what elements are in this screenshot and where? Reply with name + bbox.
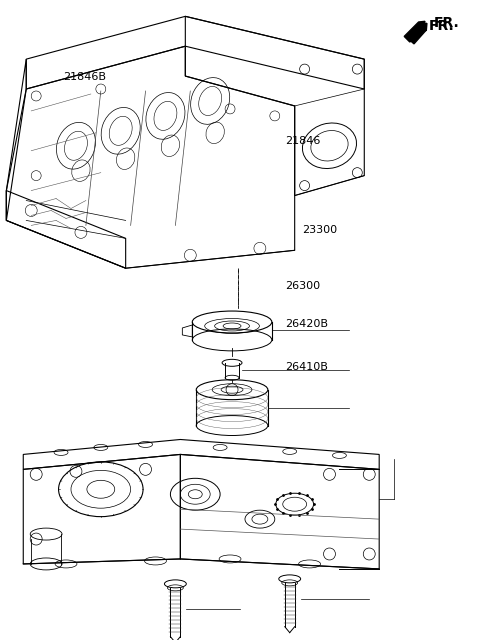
Text: FR.: FR. — [429, 19, 455, 33]
Text: 21846B: 21846B — [63, 72, 107, 81]
Text: 26410B: 26410B — [285, 362, 328, 372]
FancyArrow shape — [404, 21, 425, 42]
Text: 23300: 23300 — [302, 225, 337, 235]
Text: 21846: 21846 — [285, 135, 321, 146]
Text: 26300: 26300 — [285, 281, 321, 291]
Text: FR.: FR. — [434, 16, 460, 30]
Text: 26420B: 26420B — [285, 319, 328, 329]
FancyArrow shape — [408, 23, 427, 44]
